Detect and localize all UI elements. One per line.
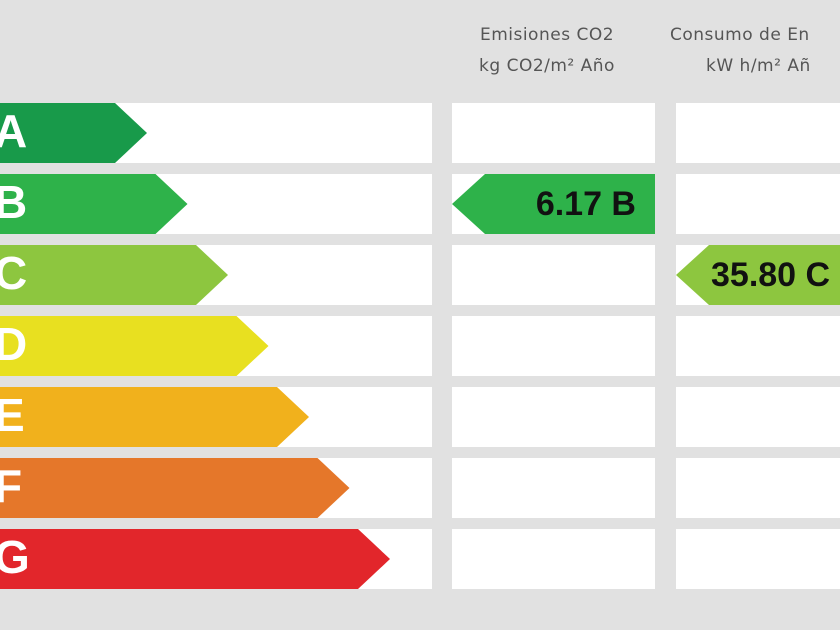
row-background xyxy=(676,387,840,447)
row-background xyxy=(452,316,655,376)
class-arrow xyxy=(0,103,147,163)
class-letter: F xyxy=(0,460,22,512)
row-background xyxy=(676,529,840,589)
indicator-value: 35.80 C xyxy=(711,256,830,294)
class-arrow xyxy=(0,387,309,447)
column-unit: kW h/m² Añ xyxy=(706,56,811,76)
row-background xyxy=(676,103,840,163)
column-unit: kg CO2/m² Año xyxy=(479,56,615,76)
row-background xyxy=(452,387,655,447)
class-arrow xyxy=(0,316,269,376)
row-background xyxy=(452,103,655,163)
class-arrow xyxy=(0,458,350,518)
class-letter: B xyxy=(0,176,27,228)
class-arrow xyxy=(0,174,188,234)
column-title: Consumo de En xyxy=(670,25,810,45)
column-title: Emisiones CO2 xyxy=(480,25,614,45)
row-background xyxy=(452,458,655,518)
class-letter: G xyxy=(0,531,30,583)
class-letter: D xyxy=(0,318,27,370)
row-background xyxy=(452,245,655,305)
row-background xyxy=(676,316,840,376)
class-letter: E xyxy=(0,389,25,441)
class-arrow xyxy=(0,529,390,589)
indicator-value: 6.17 B xyxy=(536,185,636,223)
indicator-arrow xyxy=(676,245,840,305)
class-letter: A xyxy=(0,105,27,157)
indicator-arrow xyxy=(452,174,655,234)
class-letter: C xyxy=(0,247,27,299)
class-arrow xyxy=(0,245,228,305)
row-background xyxy=(452,529,655,589)
row-background xyxy=(676,458,840,518)
row-background xyxy=(676,174,840,234)
